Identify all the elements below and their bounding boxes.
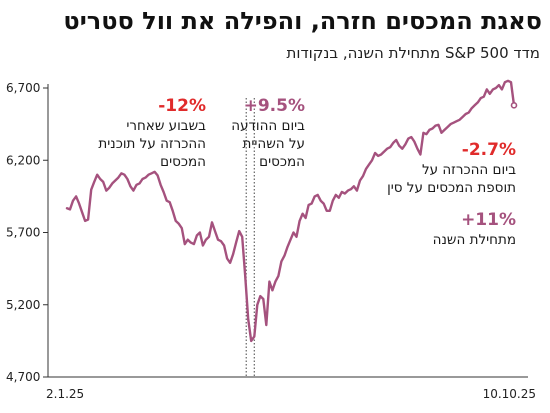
- annotation-week-after-line-2: ההכרזה על תוכנית: [98, 136, 206, 152]
- annotation-ytd-line-1: מתחילת השנה: [432, 232, 516, 248]
- x-axis: 2.1.25 10.10.25: [46, 376, 536, 401]
- y-tick-label: 6,200: [6, 153, 40, 167]
- page-subtitle: מדד S&P 500 מתחילת השנה, בנקודות: [286, 44, 540, 62]
- series-layer: [65, 79, 518, 343]
- page-title: סאגת המכסים חזרה, והפילה את וול סטריט: [63, 7, 542, 35]
- annotation-ytd: +11% מתחילת השנה: [433, 209, 516, 249]
- series-line-sp500: [65, 79, 516, 343]
- annotation-pause-day-line-2: על השהיית: [242, 136, 305, 152]
- annotation-china-day: -2.7% ביום ההכרזה על תוספת המכסים על סין: [387, 139, 516, 197]
- y-tick-label: 5,700: [6, 226, 40, 240]
- annotation-week-after-line-3: המכסים: [160, 154, 206, 170]
- x-tick-label-start: 2.1.25: [46, 387, 84, 401]
- annotation-week-after: -12% בשבוע שאחרי ההכרזה על תוכנית המכסים: [98, 95, 206, 171]
- annotation-ytd-pct: +11%: [461, 210, 516, 230]
- y-tick-label: 4,700: [6, 370, 40, 384]
- annotation-week-after-pct: -12%: [158, 96, 206, 116]
- annotation-week-after-line-1: בשבוע שאחרי: [126, 118, 206, 134]
- y-tick-label: 5,200: [6, 298, 40, 312]
- x-tick-label-end: 10.10.25: [483, 387, 536, 401]
- annotation-pause-day-line-1: ביום ההודעה: [231, 118, 305, 134]
- annotation-china-day-line-1: ביום ההכרזה על: [421, 162, 516, 178]
- y-tick-label: 6,700: [6, 81, 40, 95]
- annotation-pause-day-pct: +9.5%: [243, 96, 305, 116]
- annotation-pause-day-line-3: המכסים: [259, 154, 305, 170]
- series-end-point: [510, 102, 518, 109]
- annotation-china-day-pct: -2.7%: [461, 140, 516, 160]
- y-axis: 4,700 5,200 5,700 6,200 6,700: [6, 81, 49, 384]
- annotation-china-day-line-2: תוספת המכסים על סין: [387, 180, 516, 196]
- annotation-pause-day: +9.5% ביום ההודעה על השהיית המכסים: [231, 95, 305, 171]
